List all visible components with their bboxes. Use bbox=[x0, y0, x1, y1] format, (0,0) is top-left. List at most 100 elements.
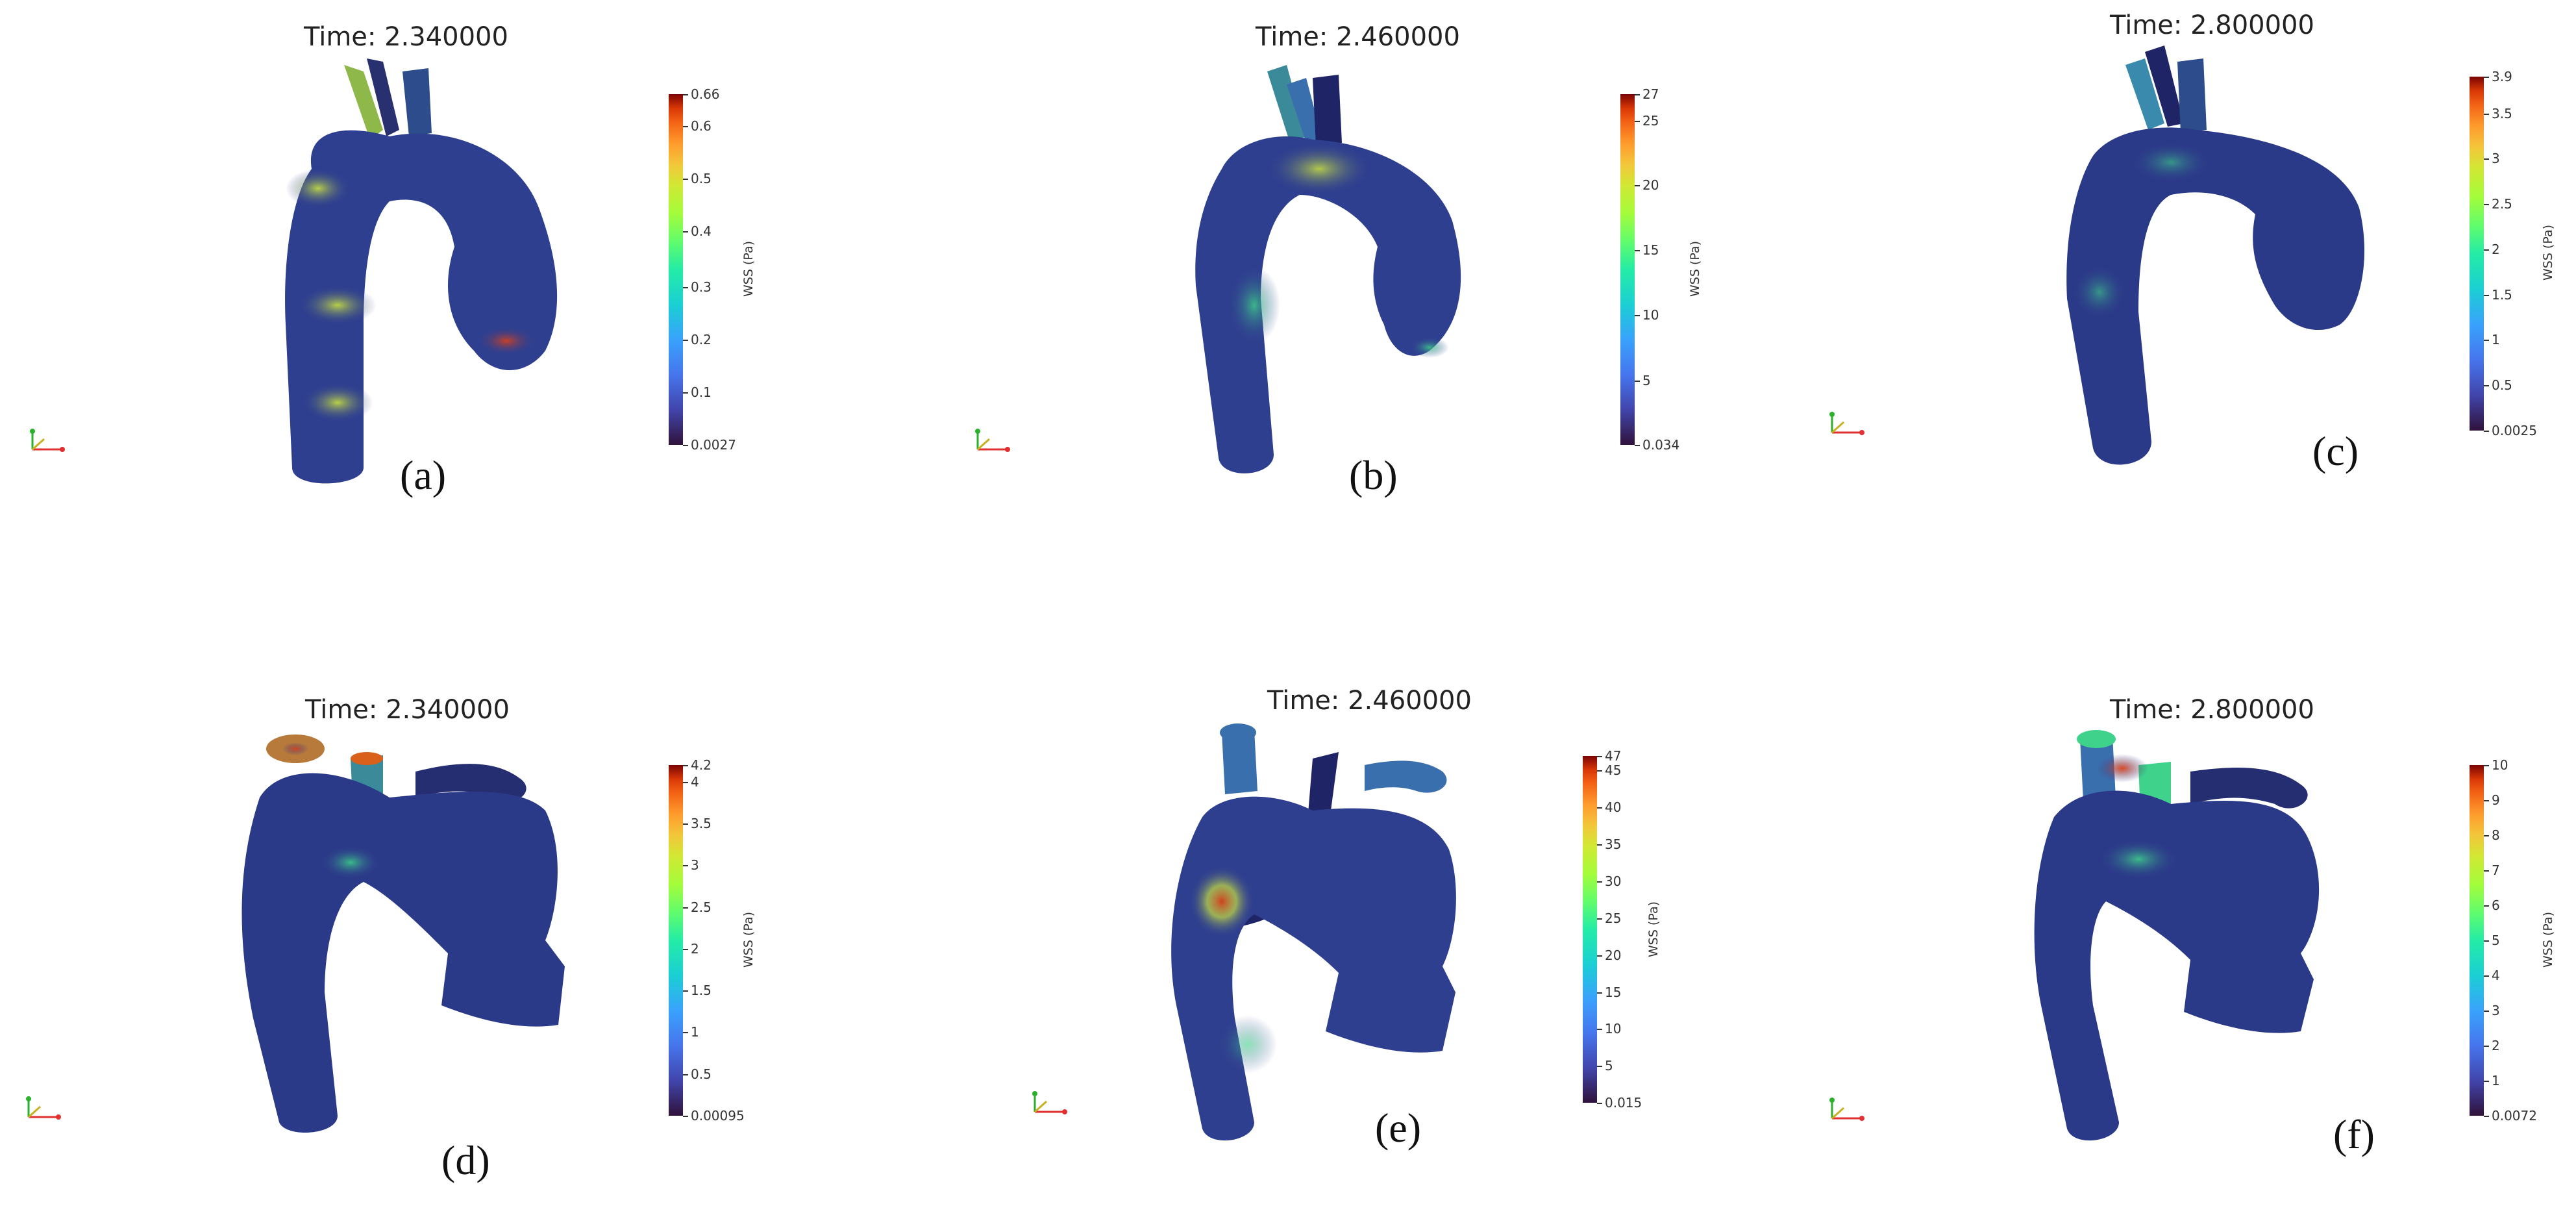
colorbar-tick-label: 35 bbox=[1605, 836, 1622, 853]
colorbar-min-label: 0.034 bbox=[1642, 437, 1680, 453]
colorbar-title: WSS (Pa) bbox=[1688, 240, 1703, 297]
colorbar-tick-label: 4 bbox=[2492, 968, 2500, 983]
colorbar-tick-label: 7 bbox=[2492, 862, 2500, 878]
aorta-shape bbox=[242, 735, 565, 1133]
orientation-axes-icon bbox=[1829, 412, 1864, 435]
colorbar-gradient bbox=[1583, 756, 1597, 1103]
orientation-axes-icon bbox=[30, 429, 65, 452]
panel-a: Time: 2.340000 0.66 0.0027 bbox=[0, 0, 858, 603]
orientation-axes-icon bbox=[26, 1096, 61, 1120]
colorbar-tick-label: 20 bbox=[1642, 177, 1659, 194]
colorbar-tick-label: 0.6 bbox=[691, 118, 712, 134]
colorbar-gradient bbox=[2470, 765, 2484, 1116]
colorbar-max-label: 3.9 bbox=[2492, 69, 2512, 84]
colorbar-tick-label: 3.5 bbox=[2492, 105, 2512, 121]
orientation-axes-icon bbox=[1829, 1098, 1864, 1121]
colorbar-title: WSS (Pa) bbox=[741, 911, 756, 968]
colorbar-tick-label: 2 bbox=[2492, 1038, 2500, 1053]
colorbar-tick-label: 2.5 bbox=[2492, 196, 2512, 212]
colorbar-tick-label: 10 bbox=[1642, 307, 1659, 323]
colorbar-tick-label: 1 bbox=[2492, 1073, 2500, 1088]
panel-c: Time: 2.800000 3.9 0.0025 0.5 1 bbox=[1716, 0, 2575, 603]
colorbar-tick-label: 2 bbox=[2492, 241, 2500, 257]
colorbar-gradient bbox=[669, 94, 683, 445]
colorbar-tick-label: 3.5 bbox=[691, 816, 712, 832]
colorbar-tick-label: 4 bbox=[691, 773, 699, 790]
colorbar-min-label: 0.0027 bbox=[691, 437, 736, 453]
colorbar-gradient bbox=[2470, 77, 2484, 431]
wss-colorbar: 27 0.034 5 10 15 20 25 WSS (Pa) bbox=[1620, 86, 1702, 453]
aorta-wss-render bbox=[285, 58, 558, 484]
colorbar-tick-label: 3 bbox=[2492, 1003, 2500, 1018]
colorbar-tick-label: 15 bbox=[1605, 984, 1622, 1000]
time-label: Time: 2.800000 bbox=[2110, 695, 2314, 725]
colorbar-gradient bbox=[1620, 94, 1635, 445]
colorbar-tick-label: 5 bbox=[2492, 933, 2500, 948]
colorbar-tick-label: 1.5 bbox=[691, 983, 712, 999]
aorta-wss-render bbox=[2034, 730, 2320, 1141]
colorbar-tick-label: 2 bbox=[691, 940, 699, 957]
colorbar-tick-label: 0.5 bbox=[691, 1066, 712, 1082]
time-label: Time: 2.460000 bbox=[1267, 686, 1472, 716]
colorbar-tick-label: 3 bbox=[2492, 151, 2500, 167]
colorbar-tick-label: 0.1 bbox=[691, 384, 712, 400]
colorbar-tick-label: 45 bbox=[1605, 762, 1622, 779]
panel-d: Time: 2.340000 4.2 0.00095 0.5 bbox=[0, 603, 858, 1205]
colorbar-tick-label: 40 bbox=[1605, 799, 1622, 816]
colorbar-title: WSS (Pa) bbox=[2541, 224, 2556, 281]
panel-f: Time: 2.800000 10 0.0072 1 bbox=[1716, 603, 2575, 1205]
panel-label: (e) bbox=[1375, 1105, 1422, 1151]
colorbar-min-label: 0.0025 bbox=[2492, 423, 2537, 438]
wss-colorbar: 4.2 0.00095 0.5 1 1.5 2 2.5 3 3.5 4 WSS … bbox=[669, 757, 756, 1124]
colorbar-max-label: 27 bbox=[1642, 86, 1659, 102]
colorbar-min-label: 0.0072 bbox=[2492, 1108, 2537, 1124]
colorbar-tick-label: 5 bbox=[1605, 1058, 1613, 1074]
wss-colorbar: 47 0.015 5 10 15 20 25 30 35 40 45 WSS (… bbox=[1583, 748, 1661, 1111]
colorbar-tick-label: 1 bbox=[691, 1024, 699, 1040]
colorbar-tick-label: 2.5 bbox=[691, 899, 712, 915]
orientation-axes-icon bbox=[1032, 1091, 1067, 1114]
colorbar-tick-label: 15 bbox=[1642, 242, 1659, 258]
colorbar-min-label: 0.00095 bbox=[691, 1108, 745, 1124]
wss-colorbar: 10 0.0072 1 2 3 4 5 6 7 8 9 WSS (Pa) bbox=[2470, 757, 2555, 1124]
aorta-shape bbox=[1171, 723, 1456, 1141]
panel-label: (a) bbox=[400, 452, 447, 498]
time-label: Time: 2.340000 bbox=[305, 695, 510, 725]
colorbar-tick-label: 0.5 bbox=[691, 170, 712, 186]
aorta-shape bbox=[2034, 730, 2320, 1141]
colorbar-tick-label: 5 bbox=[1642, 372, 1651, 388]
aorta-shape bbox=[2066, 45, 2365, 465]
panel-b: Time: 2.460000 27 0.034 5 bbox=[858, 0, 1716, 603]
colorbar-min-label: 0.015 bbox=[1605, 1095, 1642, 1111]
colorbar-max-label: 10 bbox=[2492, 757, 2508, 773]
aorta-shape bbox=[285, 58, 558, 484]
colorbar-tick-label: 3 bbox=[691, 857, 699, 873]
colorbar-tick-label: 30 bbox=[1605, 873, 1622, 889]
aorta-wss-render bbox=[1195, 65, 1461, 473]
colorbar-tick-label: 1.5 bbox=[2492, 286, 2512, 303]
colorbar-max-label: 4.2 bbox=[691, 757, 712, 773]
panel-label: (d) bbox=[441, 1137, 490, 1183]
colorbar-tick-label: 0.3 bbox=[691, 279, 712, 295]
colorbar-title: WSS (Pa) bbox=[1646, 901, 1661, 958]
colorbar-tick-label: 0.5 bbox=[2492, 377, 2512, 394]
colorbar-tick-label: 20 bbox=[1605, 947, 1622, 963]
colorbar-title: WSS (Pa) bbox=[2541, 911, 2556, 968]
time-label: Time: 2.340000 bbox=[304, 22, 508, 52]
colorbar-max-label: 0.66 bbox=[691, 86, 720, 102]
wss-colorbar: 0.66 0.0027 0.1 0.2 0.3 0.4 0.5 0.6 WSS … bbox=[669, 86, 756, 453]
panel-e: Time: 2.460000 47 0.015 5 bbox=[858, 603, 1716, 1205]
aorta-wss-render bbox=[1171, 723, 1456, 1141]
colorbar-tick-label: 9 bbox=[2492, 792, 2500, 808]
aorta-wss-render bbox=[2066, 45, 2365, 465]
aorta-wss-render bbox=[242, 735, 565, 1133]
orientation-axes-icon bbox=[975, 429, 1010, 452]
colorbar-title: WSS (Pa) bbox=[741, 240, 756, 297]
time-label: Time: 2.460000 bbox=[1256, 22, 1460, 52]
colorbar-tick-label: 1 bbox=[2492, 332, 2500, 348]
colorbar-tick-label: 6 bbox=[2492, 898, 2500, 913]
colorbar-tick-label: 10 bbox=[1605, 1021, 1622, 1037]
colorbar-max-label: 47 bbox=[1605, 748, 1622, 764]
panel-label: (f) bbox=[2333, 1111, 2375, 1157]
